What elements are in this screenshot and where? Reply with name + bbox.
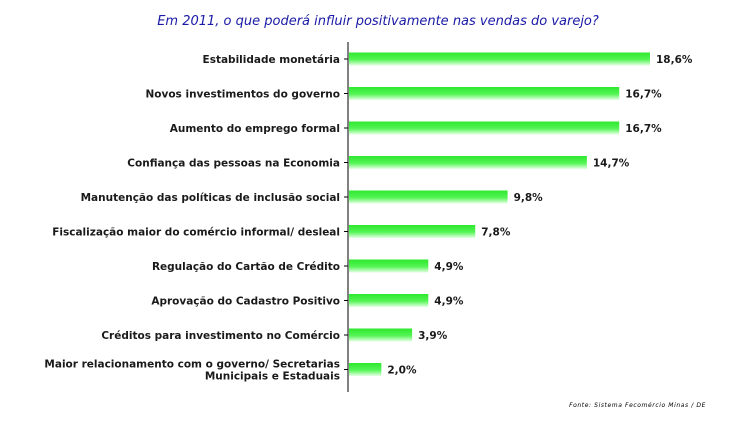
value-label: 4,9% — [434, 261, 464, 273]
category-label: Confiança das pessoas na Economia — [127, 158, 340, 170]
chart-title: Em 2011, o que poderá influir positivame… — [157, 14, 599, 29]
value-label: 9,8% — [514, 192, 544, 204]
bar — [349, 259, 429, 273]
category-label: Aprovação do Cadastro Positivo — [151, 296, 340, 308]
bar — [349, 87, 620, 100]
category-label: Manutenção das políticas de inclusão soc… — [81, 192, 340, 204]
bar — [349, 121, 620, 135]
bar — [349, 328, 413, 342]
category-label: Aumento do emprego formal — [170, 123, 340, 135]
source-note: Fonte: Sistema Fecomércio Minas / DE — [569, 402, 706, 409]
category-label: Maior relacionamento com o governo/ Secr… — [44, 359, 340, 371]
bar — [349, 52, 650, 66]
bar — [349, 294, 429, 307]
value-label: 7,8% — [481, 227, 511, 239]
bars-group: Estabilidade monetária 18,6% Novos investi… — [44, 42, 693, 392]
value-label: 3,9% — [418, 330, 448, 342]
bar — [349, 363, 382, 376]
value-label: 16,7% — [625, 89, 662, 101]
bar — [349, 190, 508, 204]
value-label: 16,7% — [625, 123, 662, 135]
bar — [349, 156, 587, 169]
category-label: Regulação do Cartão de Crédito — [152, 261, 340, 273]
category-label: Novos investimentos do governo — [146, 89, 341, 101]
category-label: Estabilidade monetária — [203, 54, 340, 66]
value-label: 4,9% — [434, 296, 464, 308]
bar — [349, 225, 476, 238]
category-label: Créditos para investimento no Comércio — [101, 330, 340, 342]
category-label: Fiscalização maior do comércio informal/… — [52, 227, 340, 239]
value-label: 18,6% — [656, 54, 693, 66]
value-label: 14,7% — [593, 158, 630, 170]
value-label: 2,0% — [387, 365, 417, 377]
category-label: Municipais e Estaduais — [205, 371, 340, 383]
